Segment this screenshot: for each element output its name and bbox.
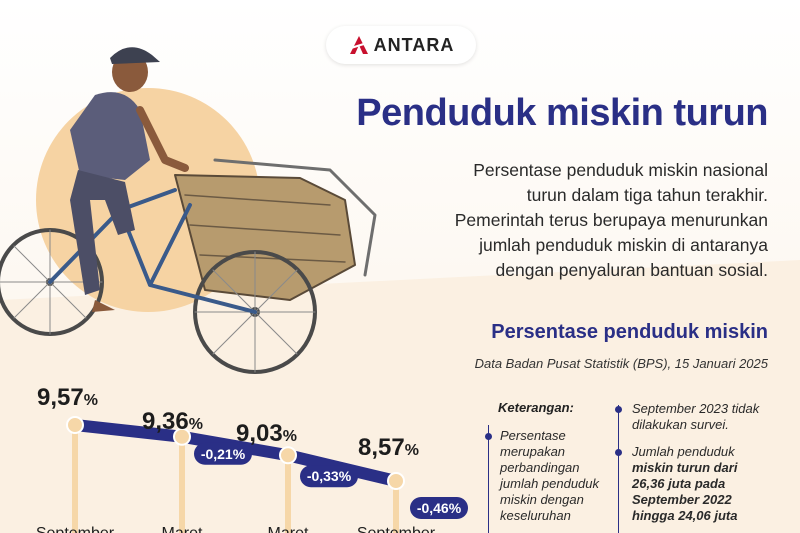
legend-divider <box>488 425 489 533</box>
data-label-unit: % <box>405 442 419 459</box>
note-line: jumlah penduduk <box>500 476 600 491</box>
cyclist-illustration <box>0 47 377 374</box>
antara-logo-icon <box>349 36 368 54</box>
note-line: merupakan <box>500 444 566 459</box>
note-line: hingga 24,06 juta <box>632 508 738 523</box>
data-label-unit: % <box>84 392 98 409</box>
note-bullet <box>485 433 492 440</box>
description-line: dengan penyaluran bantuan sosial. <box>495 260 768 280</box>
category-label: Maret <box>268 525 309 533</box>
chart-point <box>173 427 191 446</box>
change-badge-label: -0,21% <box>201 446 246 462</box>
data-label-value: 9,03 <box>236 420 283 447</box>
antara-logo-text: ANTARA <box>373 34 455 55</box>
chart-subtitle: Persentase penduduk miskin <box>491 321 768 343</box>
chart-stem <box>179 436 185 533</box>
note-line: Persentase <box>500 428 566 443</box>
note-line: Jumlah penduduk <box>632 444 735 459</box>
antara-logo: ANTARA <box>326 26 476 64</box>
note-line: dilakukan survei. <box>632 417 729 432</box>
data-label: 9,36% <box>142 408 203 435</box>
description-line: turun dalam tiga tahun terakhir. <box>526 185 768 205</box>
category-label: Maret <box>162 525 203 533</box>
note-line: miskin dengan <box>500 492 584 507</box>
category-label: September <box>357 525 436 533</box>
data-label: 9,57% <box>37 384 98 411</box>
data-label-value: 8,57 <box>358 434 405 461</box>
description-line: Persentase penduduk miskin nasional <box>473 160 768 180</box>
category-label: September <box>36 525 115 533</box>
chart-point <box>279 446 297 465</box>
note-count: Jumlah penduduk miskin turun dari 26,36 … <box>632 444 792 524</box>
legend-title: Keterangan: <box>498 400 574 415</box>
change-badge-label: -0,33% <box>307 468 352 484</box>
chart-stem <box>393 481 399 533</box>
chart-point <box>387 472 405 490</box>
change-badge <box>410 497 468 519</box>
description: Persentase penduduk miskin nasional turu… <box>400 158 768 283</box>
note-line: miskin turun dari <box>632 460 738 475</box>
data-label: 9,03% <box>236 420 297 447</box>
note-survey: September 2023 tidak dilakukan survei. <box>632 401 792 433</box>
note-definition: Persentase merupakan perbandingan jumlah… <box>500 428 610 524</box>
description-line: jumlah penduduk miskin di antaranya <box>479 235 768 255</box>
note-line: September 2023 tidak <box>632 401 760 416</box>
note-line: 26,36 juta pada <box>632 476 726 491</box>
note-line: keseluruhan <box>500 508 571 523</box>
data-label: 8,57% <box>358 434 419 461</box>
change-badge <box>194 442 252 465</box>
note-line: perbandingan <box>500 460 580 475</box>
change-badge <box>300 465 358 488</box>
change-badge-label: -0,46% <box>417 500 462 516</box>
data-label-unit: % <box>283 428 297 445</box>
description-line: Pemerintah terus berupaya menurunkan <box>454 210 768 230</box>
legend-divider <box>618 405 619 533</box>
note-bullet <box>615 406 622 413</box>
data-label-unit: % <box>189 416 203 433</box>
chart-source: Data Badan Pusat Statistik (BPS), 15 Jan… <box>474 356 768 371</box>
chart-point <box>66 416 84 434</box>
page-title: Penduduk miskin turun <box>356 92 768 134</box>
chart-stem <box>72 425 78 533</box>
chart-stem <box>285 455 291 533</box>
data-label-value: 9,57 <box>37 384 84 411</box>
note-line: September 2022 <box>632 492 732 507</box>
poverty-line-chart: 9,57%9,36%9,03%8,57%-0,21%-0,33%-0,46%Se… <box>36 384 468 533</box>
note-bullet <box>615 449 622 456</box>
data-label-value: 9,36 <box>142 408 189 435</box>
